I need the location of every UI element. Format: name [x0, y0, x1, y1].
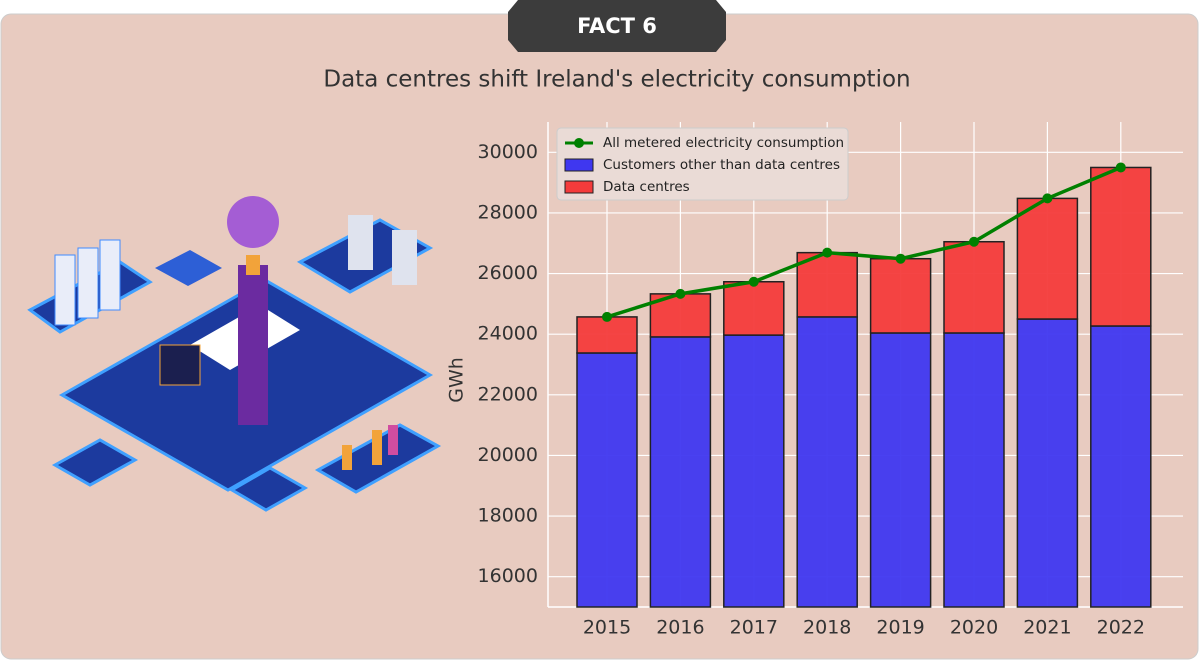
y-axis-label: GWh [446, 357, 468, 403]
x-tick-label: 2022 [1097, 617, 1145, 639]
bar [1016, 197, 1079, 320]
bar [943, 332, 1005, 608]
bar [576, 352, 638, 608]
line-point [1042, 193, 1053, 204]
line-point [895, 253, 906, 264]
badge-text: FACT 6 [577, 14, 657, 38]
y-tick-label: 20000 [478, 444, 538, 466]
line-point [1115, 162, 1126, 173]
y-tick-label: 16000 [478, 565, 538, 587]
line-point [675, 288, 686, 299]
bar [869, 257, 932, 334]
illustration [27, 196, 442, 512]
line [606, 165, 1122, 319]
bar [723, 280, 785, 336]
bar [943, 240, 1005, 334]
bar [869, 332, 932, 608]
y-tick-label: 22000 [478, 383, 538, 405]
bar [576, 316, 638, 354]
x-tick-label: 2020 [950, 617, 998, 639]
chart-title: Data centres shift Ireland's electricity… [323, 67, 910, 93]
bar [796, 251, 858, 318]
x-tick-label: 2015 [583, 617, 631, 639]
x-tick-label: 2016 [656, 617, 704, 639]
y-tick-label: 18000 [478, 505, 538, 527]
legend-label: Data centres [603, 179, 690, 195]
bar [1016, 318, 1079, 608]
line-point [822, 247, 833, 258]
line-point [602, 311, 612, 322]
legend-swatch [574, 138, 584, 148]
x-tick-label: 2018 [803, 617, 851, 639]
legend-swatch [564, 158, 594, 172]
bar [649, 336, 712, 608]
legend-label: All metered electricity consumption [603, 135, 844, 151]
badge [508, 0, 726, 52]
bar [1090, 166, 1152, 327]
y-tick-label: 24000 [478, 323, 538, 345]
y-tick-label: 28000 [478, 201, 538, 223]
y-tick-label: 26000 [478, 262, 538, 284]
x-tick-label: 2019 [876, 617, 924, 639]
x-tick-label: 2017 [730, 617, 778, 639]
line-point [969, 236, 979, 247]
plot: 16000 18000 20000 22000 24000 26000 28000 30000… [478, 122, 1183, 639]
line-point [748, 276, 759, 287]
bar [796, 316, 858, 608]
legend-swatch [564, 180, 594, 194]
x-tick-label: 2021 [1023, 617, 1071, 639]
bar [1090, 325, 1152, 608]
bar [723, 334, 785, 608]
y-tick-label: 30000 [478, 141, 538, 163]
legend-box [556, 127, 849, 201]
legend-label: Customers other than data centres [603, 157, 840, 173]
